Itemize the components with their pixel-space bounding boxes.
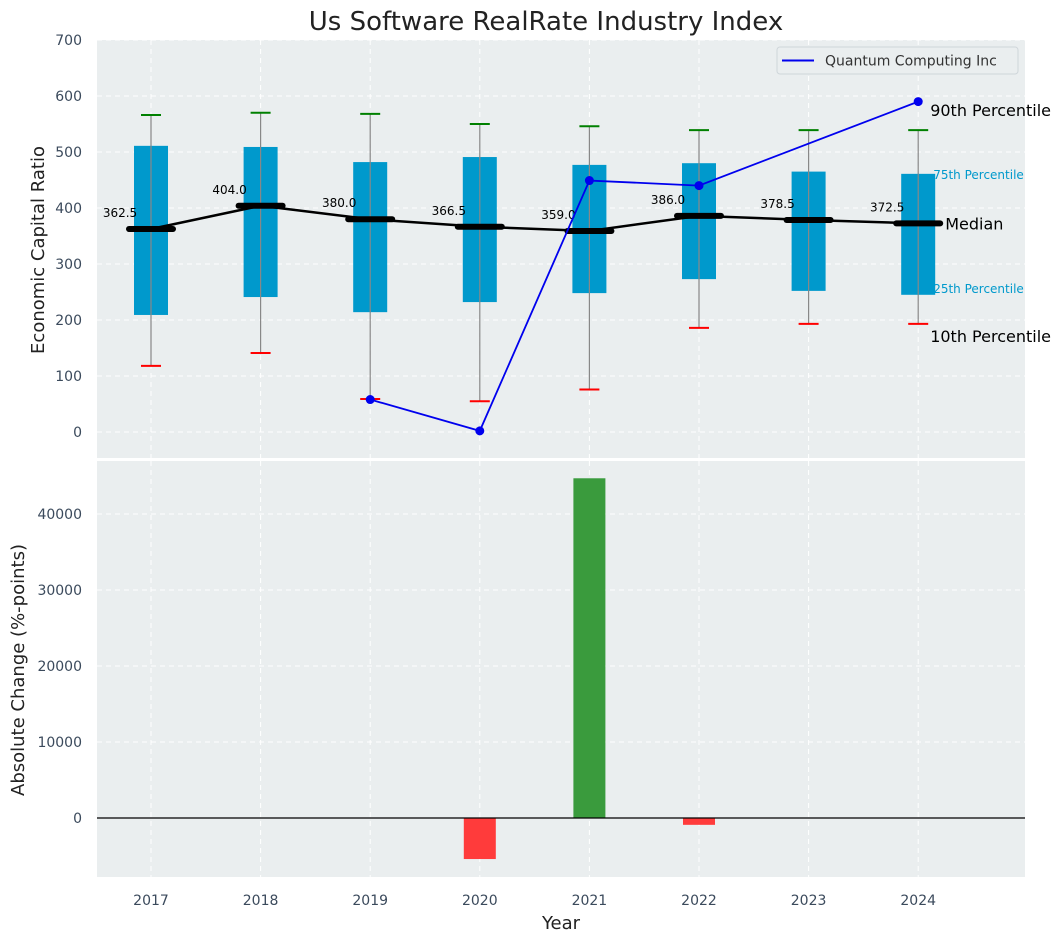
bottom-plot-area xyxy=(97,461,1025,877)
change-bar-2022 xyxy=(683,818,715,825)
median-value-label: 372.5 xyxy=(870,200,904,214)
change-bar-2021 xyxy=(573,478,606,818)
legend-company-label: Quantum Computing Inc xyxy=(825,54,997,70)
x-tick-label: 2023 xyxy=(791,893,827,909)
top-y-tick-label: 300 xyxy=(55,257,82,273)
change-bars xyxy=(97,478,1025,860)
company-point-2020 xyxy=(475,426,485,436)
bottom-y-tick-label: 30000 xyxy=(37,583,82,599)
box-2018: 404.0 xyxy=(212,111,286,355)
top-plot-area xyxy=(97,40,1025,458)
x-tick-label: 2021 xyxy=(572,893,608,909)
top-y-tick-label: 500 xyxy=(55,145,82,161)
change-bar-2020 xyxy=(463,818,496,860)
bottom-y-axis-label: Absolute Change (%-points) xyxy=(8,544,29,796)
company-point-2022 xyxy=(694,181,704,191)
x-tick-label: 2019 xyxy=(352,893,388,909)
median-value-label: 386.0 xyxy=(651,193,685,207)
annotation-p90: 90th Percentile xyxy=(930,101,1051,120)
x-axis-label: Year xyxy=(541,913,581,934)
x-tick-label: 2018 xyxy=(243,893,279,909)
top-y-ticks: 0 100 200 300 400 500 600 700 xyxy=(55,33,82,441)
median-trend-line xyxy=(150,204,919,233)
top-y-tick-label: 600 xyxy=(55,89,82,105)
box-2017: 362.5 xyxy=(103,114,176,367)
top-y-tick-label: 700 xyxy=(55,33,82,49)
bottom-y-tick-label: 20000 xyxy=(37,659,82,675)
company-point-2019 xyxy=(365,395,375,405)
top-y-tick-label: 100 xyxy=(55,369,82,385)
x-tick-label: 2020 xyxy=(462,893,498,909)
bottom-y-tick-label: 0 xyxy=(73,811,82,827)
percentile-annotations: 90th Percentile 75th Percentile Median 25th… xyxy=(930,101,1051,346)
company-series xyxy=(365,97,923,436)
top-y-tick-label: 0 xyxy=(73,425,82,441)
bottom-y-ticks: 0 10000 20000 30000 40000 xyxy=(37,507,82,827)
box-plots: 362.5 404.0 380.0 366.5 359.0 386.0 378.5 372.5 xyxy=(103,111,944,403)
bottom-y-tick-label: 40000 xyxy=(37,507,82,523)
x-ticks: 2017 2018 2019 2020 2021 2022 2023 2024 xyxy=(133,893,936,909)
x-tick-label: 2017 xyxy=(133,893,169,909)
median-value-label: 404.0 xyxy=(212,183,246,197)
company-point-2024 xyxy=(913,97,923,107)
company-point-2021 xyxy=(584,176,594,186)
box-2019: 380.0 xyxy=(322,112,396,400)
bottom-y-tick-label: 10000 xyxy=(37,735,82,751)
median-value-label: 380.0 xyxy=(322,196,356,210)
median-value-label: 378.5 xyxy=(760,197,794,211)
median-value-label: 366.5 xyxy=(432,204,466,218)
box-2024: 372.5 xyxy=(870,129,944,325)
annotation-p10: 10th Percentile xyxy=(930,327,1051,346)
legend-box xyxy=(776,46,1019,75)
x-tick-label: 2022 xyxy=(681,893,717,909)
x-tick-label: 2024 xyxy=(900,893,936,909)
median-value-label: 359.0 xyxy=(541,208,575,222)
top-y-tick-label: 400 xyxy=(55,201,82,217)
annotation-p25: 25th Percentile xyxy=(933,282,1024,296)
top-y-axis-label: Economic Capital Ratio xyxy=(28,146,49,354)
annotation-median: Median xyxy=(945,214,1003,233)
top-y-tick-label: 200 xyxy=(55,313,82,329)
chart-title: Us Software RealRate Industry Index xyxy=(309,7,783,37)
annotation-p75: 75th Percentile xyxy=(933,168,1024,182)
median-value-label: 362.5 xyxy=(103,206,137,220)
legend: Quantum Computing Inc xyxy=(776,46,1019,75)
